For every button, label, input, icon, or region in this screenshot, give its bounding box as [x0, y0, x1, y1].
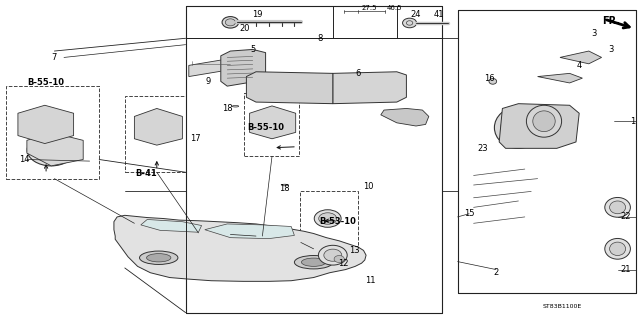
Text: 14: 14: [19, 155, 29, 164]
Ellipse shape: [153, 125, 163, 131]
Polygon shape: [381, 108, 429, 126]
Text: 18: 18: [280, 184, 290, 193]
Ellipse shape: [146, 121, 168, 135]
Ellipse shape: [501, 113, 536, 143]
Text: 21: 21: [621, 265, 631, 274]
Polygon shape: [250, 106, 296, 139]
Ellipse shape: [222, 17, 239, 28]
Polygon shape: [205, 224, 294, 239]
Ellipse shape: [310, 88, 355, 97]
Polygon shape: [538, 73, 582, 83]
Ellipse shape: [225, 19, 236, 26]
Ellipse shape: [526, 105, 562, 137]
Text: 2: 2: [493, 268, 499, 277]
Text: 13: 13: [349, 246, 359, 255]
Ellipse shape: [605, 238, 630, 259]
Text: 17: 17: [190, 134, 200, 143]
Polygon shape: [499, 104, 579, 148]
Ellipse shape: [147, 254, 171, 262]
Ellipse shape: [283, 82, 383, 103]
Text: 1: 1: [630, 117, 635, 126]
Polygon shape: [141, 219, 202, 232]
Ellipse shape: [314, 210, 341, 227]
Bar: [300, 191, 358, 249]
Polygon shape: [27, 132, 83, 166]
Text: ST83B1100E: ST83B1100E: [542, 304, 582, 309]
Ellipse shape: [319, 245, 347, 265]
Bar: [6, 86, 99, 179]
Polygon shape: [114, 215, 366, 281]
Ellipse shape: [610, 242, 626, 256]
Ellipse shape: [334, 256, 344, 263]
Text: B-55-10: B-55-10: [28, 78, 65, 87]
Text: 3: 3: [609, 45, 614, 54]
Text: FR.: FR.: [602, 16, 620, 26]
Text: 9: 9: [205, 77, 211, 86]
Ellipse shape: [232, 105, 239, 107]
Text: 20: 20: [240, 24, 250, 33]
Text: 22: 22: [621, 212, 631, 221]
Text: 46.5: 46.5: [387, 5, 403, 11]
Text: 24: 24: [411, 10, 421, 19]
Bar: [186, 6, 442, 313]
Ellipse shape: [22, 109, 68, 140]
Ellipse shape: [610, 201, 626, 214]
Text: B-53-10: B-53-10: [319, 217, 356, 226]
Ellipse shape: [532, 111, 556, 132]
Ellipse shape: [35, 138, 68, 161]
Ellipse shape: [489, 78, 497, 84]
Text: 15: 15: [464, 209, 474, 218]
Bar: [244, 93, 299, 156]
Text: 7: 7: [52, 53, 57, 62]
Polygon shape: [189, 59, 243, 77]
Text: B-55-10: B-55-10: [247, 123, 284, 132]
Ellipse shape: [282, 184, 288, 186]
Ellipse shape: [508, 119, 529, 137]
Ellipse shape: [324, 249, 342, 261]
Text: 23: 23: [478, 144, 488, 153]
Bar: [125, 96, 186, 172]
Polygon shape: [134, 108, 182, 145]
Text: 11: 11: [365, 276, 375, 285]
Polygon shape: [18, 105, 74, 144]
Text: 41: 41: [433, 10, 444, 19]
Ellipse shape: [495, 107, 543, 148]
Text: 19: 19: [252, 10, 262, 19]
Ellipse shape: [140, 117, 173, 138]
Text: 5: 5: [250, 45, 255, 54]
Text: 16: 16: [484, 74, 495, 83]
Ellipse shape: [29, 114, 60, 135]
Ellipse shape: [38, 121, 54, 131]
Polygon shape: [560, 51, 602, 64]
Text: B-41: B-41: [135, 169, 157, 178]
Text: 8: 8: [317, 34, 323, 43]
Ellipse shape: [319, 213, 337, 224]
Ellipse shape: [140, 251, 178, 264]
Text: 12: 12: [339, 259, 349, 268]
Ellipse shape: [45, 142, 63, 154]
Polygon shape: [246, 72, 333, 104]
Text: 4: 4: [577, 61, 582, 70]
Bar: [186, 6, 442, 313]
Polygon shape: [333, 72, 406, 104]
Text: 18: 18: [222, 104, 232, 113]
Ellipse shape: [403, 18, 417, 28]
Ellipse shape: [301, 258, 326, 266]
Text: 6: 6: [356, 69, 361, 78]
Text: 10: 10: [363, 182, 373, 191]
Ellipse shape: [296, 85, 370, 100]
Ellipse shape: [605, 197, 630, 217]
Text: 3: 3: [591, 29, 596, 38]
Polygon shape: [221, 49, 266, 86]
Ellipse shape: [28, 134, 76, 166]
Ellipse shape: [257, 113, 287, 133]
Ellipse shape: [262, 116, 282, 129]
Ellipse shape: [294, 256, 333, 269]
Text: 27.5: 27.5: [362, 5, 377, 11]
Ellipse shape: [269, 121, 278, 126]
